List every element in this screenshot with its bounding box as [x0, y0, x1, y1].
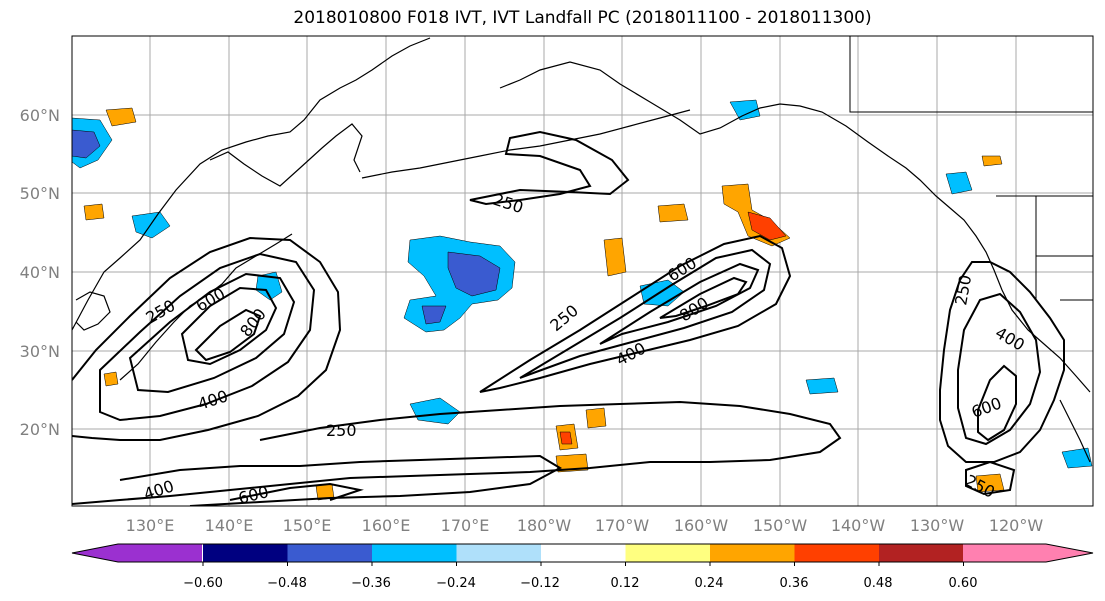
- pc-negative-blob-se: [1061, 447, 1093, 469]
- pc-negative-blob-kuril: [255, 271, 283, 301]
- colorbar-tick-neg012: −0.12: [520, 576, 560, 591]
- contour-west-core: [194, 308, 262, 362]
- colorbar-tick-labels: −0.60 −0.48 −0.36 −0.24 −0.12 0.12 0.24 …: [183, 576, 977, 591]
- pc-positive-blob-midnorth: [603, 237, 627, 277]
- colorbar-outline: [71, 543, 1094, 563]
- colorbar-segment: [710, 544, 795, 562]
- lat-label-40n: 40°N: [20, 263, 60, 282]
- lon-label-180w: 180°W: [517, 516, 572, 535]
- coastline-korea: [75, 291, 111, 331]
- colorbar-tick-neg048: −0.48: [267, 576, 307, 591]
- coastline-mexico: [1059, 399, 1091, 463]
- ivt-contours: [72, 130, 1065, 506]
- lat-label-50n: 50°N: [20, 184, 60, 203]
- colorbar-tick-neg060: −0.60: [183, 576, 223, 591]
- map-background: [72, 36, 1093, 506]
- contour-central-600: [599, 262, 760, 345]
- colorbar-tick-024: 0.24: [695, 576, 724, 591]
- colorbar-tick-036: 0.36: [780, 576, 809, 591]
- coastline-alaska: [499, 61, 1091, 393]
- colorbar-tick-048: 0.48: [864, 576, 893, 591]
- contour-west-400: [99, 252, 316, 422]
- colorbar-tick-012: 0.12: [611, 576, 640, 591]
- latitude-labels: 60°N 50°N 40°N 30°N 20°N: [20, 106, 60, 439]
- pc-negative-blob-central-core: [447, 251, 501, 297]
- contour-west-600: [128, 272, 296, 394]
- pc-positive-blob-bc: [981, 155, 1003, 167]
- contour-west-800: [180, 286, 278, 366]
- pc-negative-blob-central-lower: [421, 305, 447, 325]
- colorbar-segment: [625, 544, 711, 562]
- gridlines: [72, 36, 1093, 506]
- pc-positive-blob-south2: [585, 407, 607, 429]
- contour-south-250: [72, 400, 842, 505]
- pc-fill-negative: [72, 99, 1093, 469]
- lon-label-160e: 160°E: [362, 516, 411, 535]
- pc-positive-blob-japan-south: [103, 371, 119, 387]
- colorbar-extend-low: [72, 544, 202, 562]
- colorbar-extend-high: [963, 544, 1093, 562]
- lon-label-150e: 150°E: [283, 516, 332, 535]
- contour-central-800: [659, 276, 748, 319]
- pc-fill-positive: [83, 107, 1005, 501]
- contour-central-250: [479, 234, 792, 393]
- map-area: 250 400 600 800 250 600 800 400 250 250 …: [72, 36, 1093, 508]
- colorbar-segment: [879, 544, 964, 562]
- coastline-kamchatka: [209, 123, 363, 187]
- lon-label-150w: 150°W: [753, 516, 808, 535]
- contour-east-400: [957, 292, 1042, 446]
- pc-positive-blob-japan-north: [83, 203, 105, 221]
- contour-south-600: [229, 482, 364, 501]
- contour-label-south-600: 600: [236, 482, 270, 508]
- contour-se-250: [965, 460, 1016, 496]
- lon-label-120w: 120°W: [989, 516, 1044, 535]
- contour-north-250: [469, 130, 630, 206]
- coastline-asia: [72, 37, 431, 331]
- contour-west-250: [72, 236, 342, 441]
- pc-positive-blob-ne: [657, 203, 689, 223]
- border-us-states: [1035, 196, 1093, 301]
- colorbar-segment: [541, 544, 626, 562]
- lon-label-140e: 140°E: [205, 516, 254, 535]
- longitude-labels: 130°E 140°E 150°E 160°E 170°E 180°W 170°…: [126, 516, 1044, 535]
- colorbar-segment: [203, 544, 288, 562]
- lon-label-170e: 170°E: [441, 516, 490, 535]
- lat-label-20n: 20°N: [20, 420, 60, 439]
- lat-label-60n: 60°N: [20, 106, 60, 125]
- contour-east-600: [977, 364, 1017, 442]
- pc-positive-blob-south1-core: [559, 431, 573, 445]
- lon-label-160w: 160°W: [674, 516, 729, 535]
- map-frame: [71, 35, 1094, 507]
- lat-label-30n: 30°N: [20, 342, 60, 361]
- lon-label-140w: 140°W: [831, 516, 886, 535]
- pc-negative-blob-bc: [945, 171, 973, 195]
- pc-negative-blob-hawaii: [805, 377, 839, 395]
- colorbar-tick-neg024: −0.24: [436, 576, 476, 591]
- pc-negative-blob-midocean: [639, 279, 685, 307]
- pc-negative-blob-alaska: [729, 99, 761, 121]
- pc-negative-blob-nw-core: [72, 129, 101, 159]
- colorbar-segment: [372, 544, 457, 562]
- contour-south-400: [119, 454, 563, 506]
- lon-label-130w: 130°W: [910, 516, 965, 535]
- colorbar-segment: [456, 544, 542, 562]
- pc-positive-blob-kamchatka: [105, 107, 137, 127]
- border-canada-bc: [849, 36, 1093, 113]
- pc-positive-blob-gulf-core: [747, 211, 787, 241]
- contour-central-400: [519, 248, 772, 379]
- colorbar-tick-060: 0.60: [949, 576, 978, 591]
- contour-label-south-250: 250: [326, 421, 357, 440]
- colorbar-tick-neg036: −0.36: [351, 576, 391, 591]
- contour-east-250: [939, 261, 1065, 463]
- coastline-aleutians: [361, 109, 691, 179]
- lon-label-170w: 170°W: [595, 516, 650, 535]
- colorbar-segment: [794, 544, 880, 562]
- map-title: 2018010800 F018 IVT, IVT Landfall PC (20…: [293, 8, 872, 28]
- colorbar: [71, 543, 1094, 566]
- political-borders: [849, 36, 1093, 301]
- colorbar-segment: [287, 544, 373, 562]
- lon-label-130e: 130°E: [126, 516, 175, 535]
